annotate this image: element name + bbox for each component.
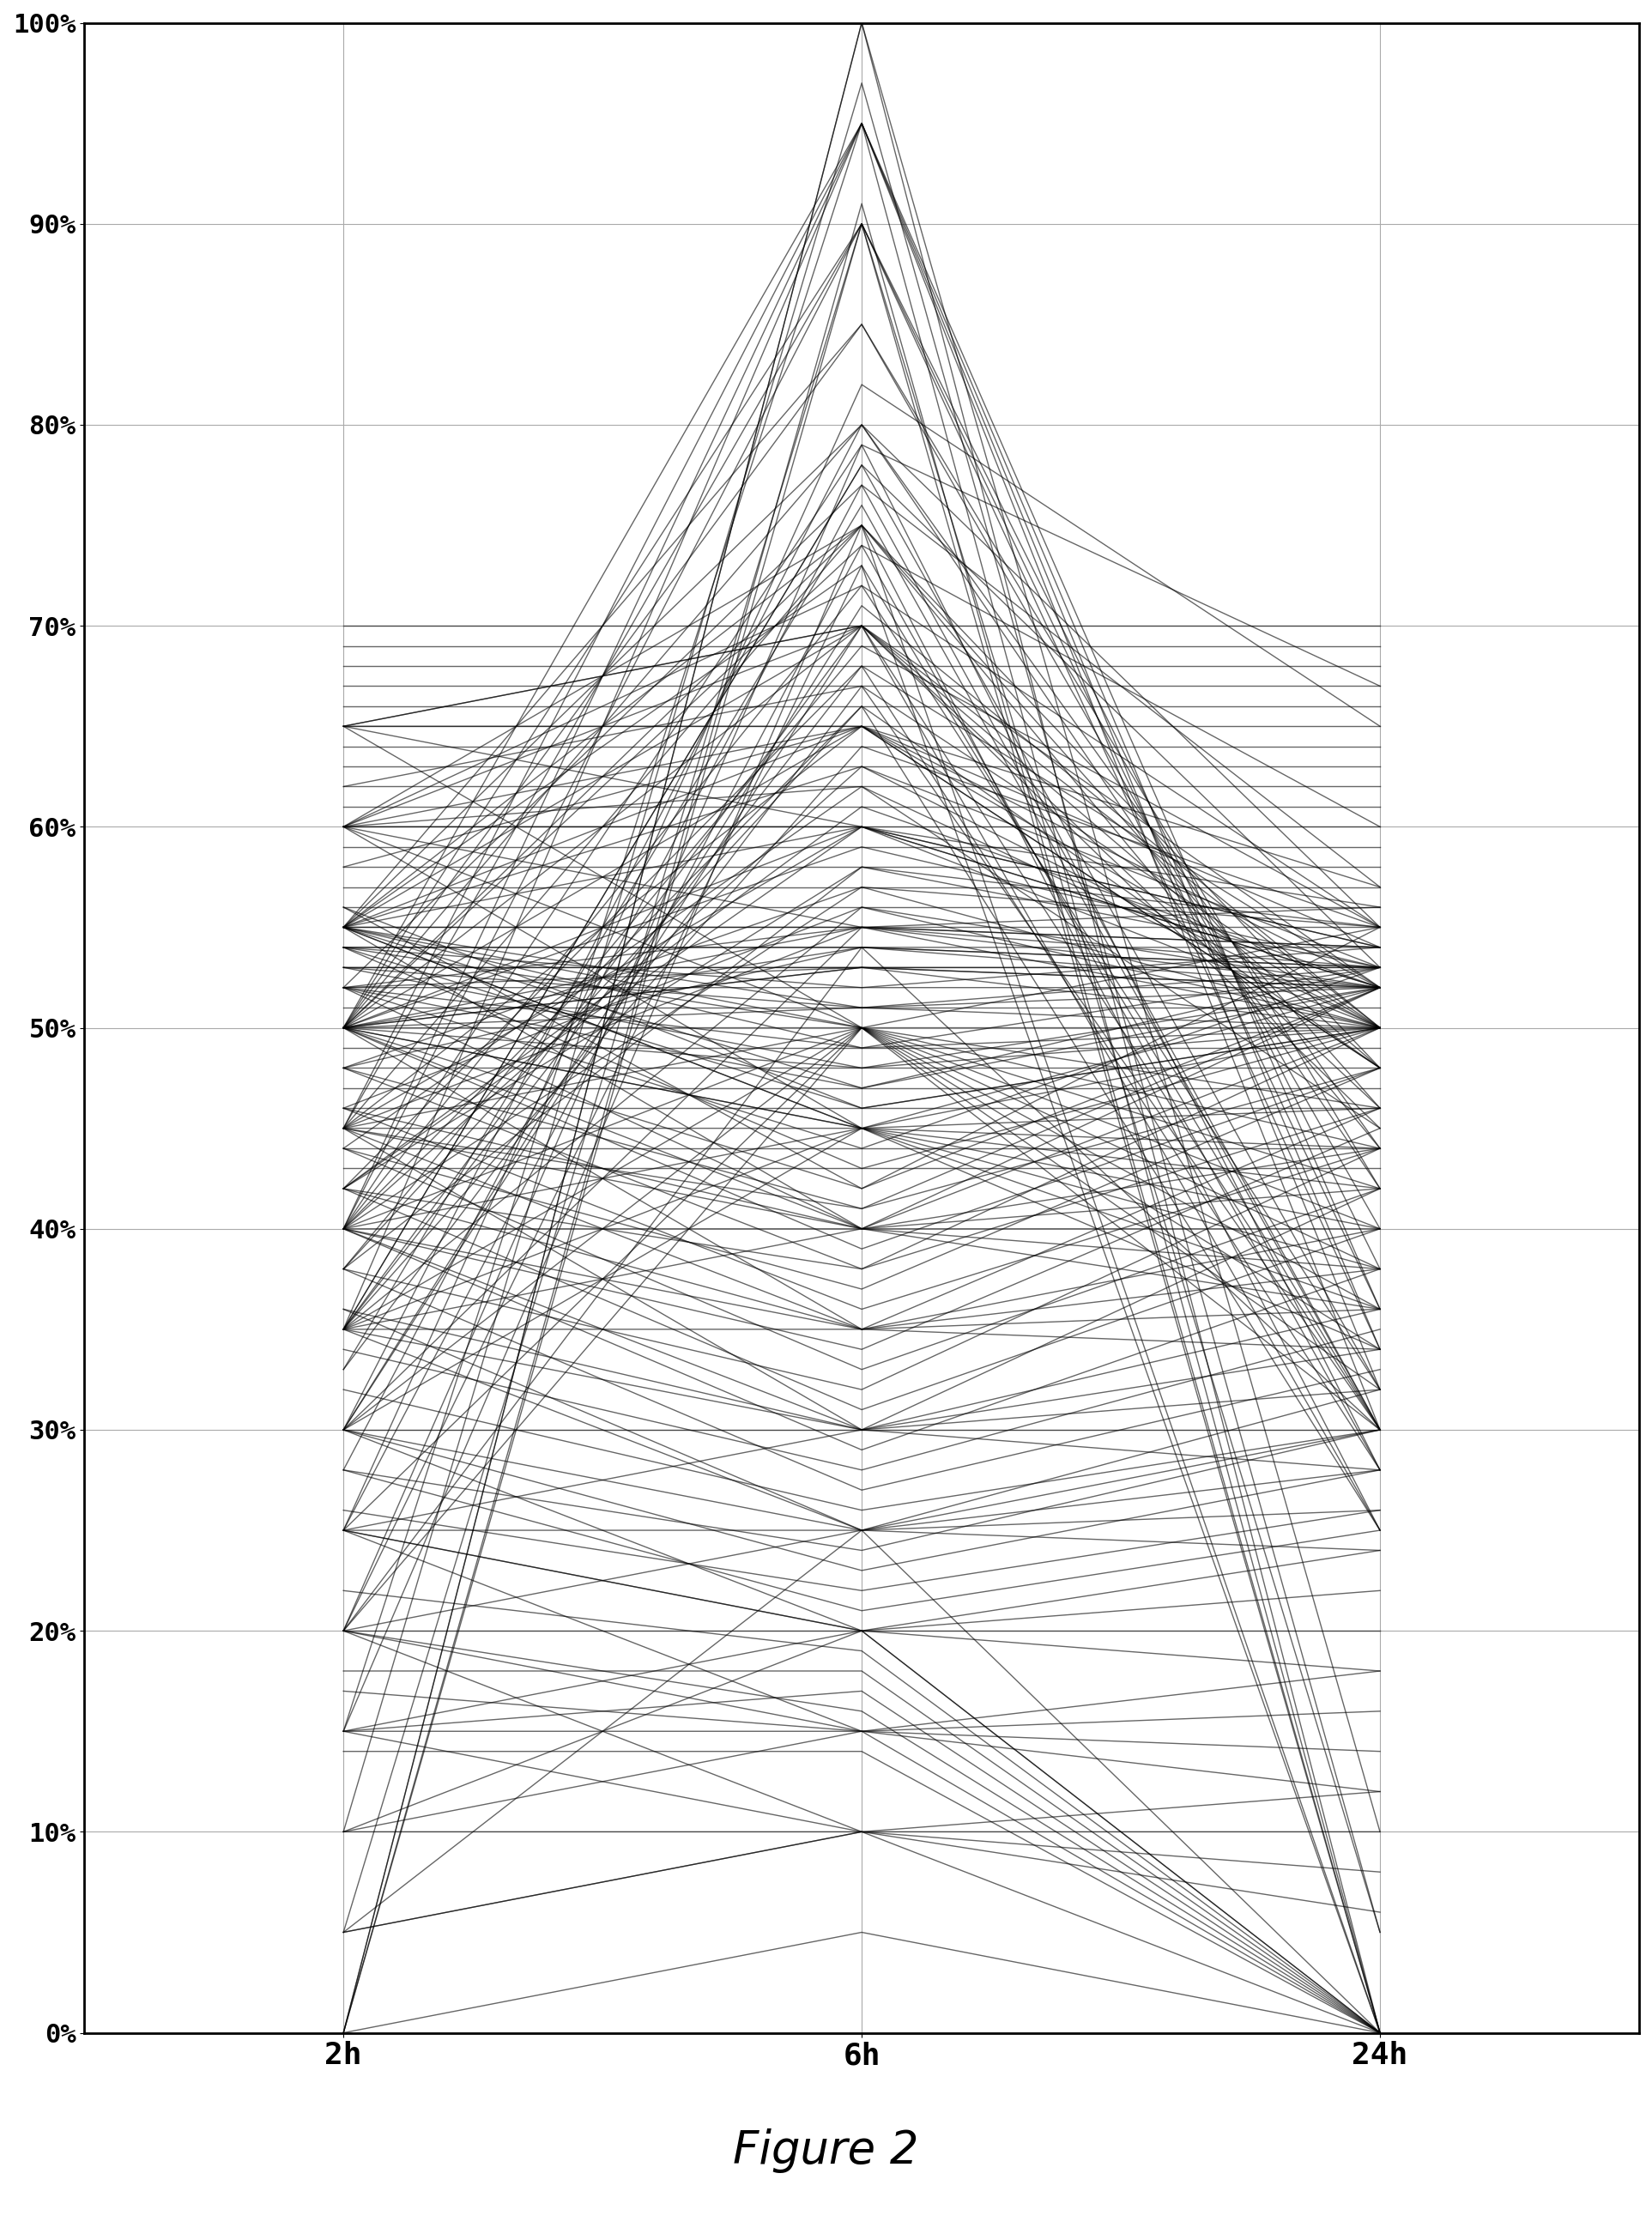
- Text: Figure 2: Figure 2: [733, 2128, 919, 2173]
